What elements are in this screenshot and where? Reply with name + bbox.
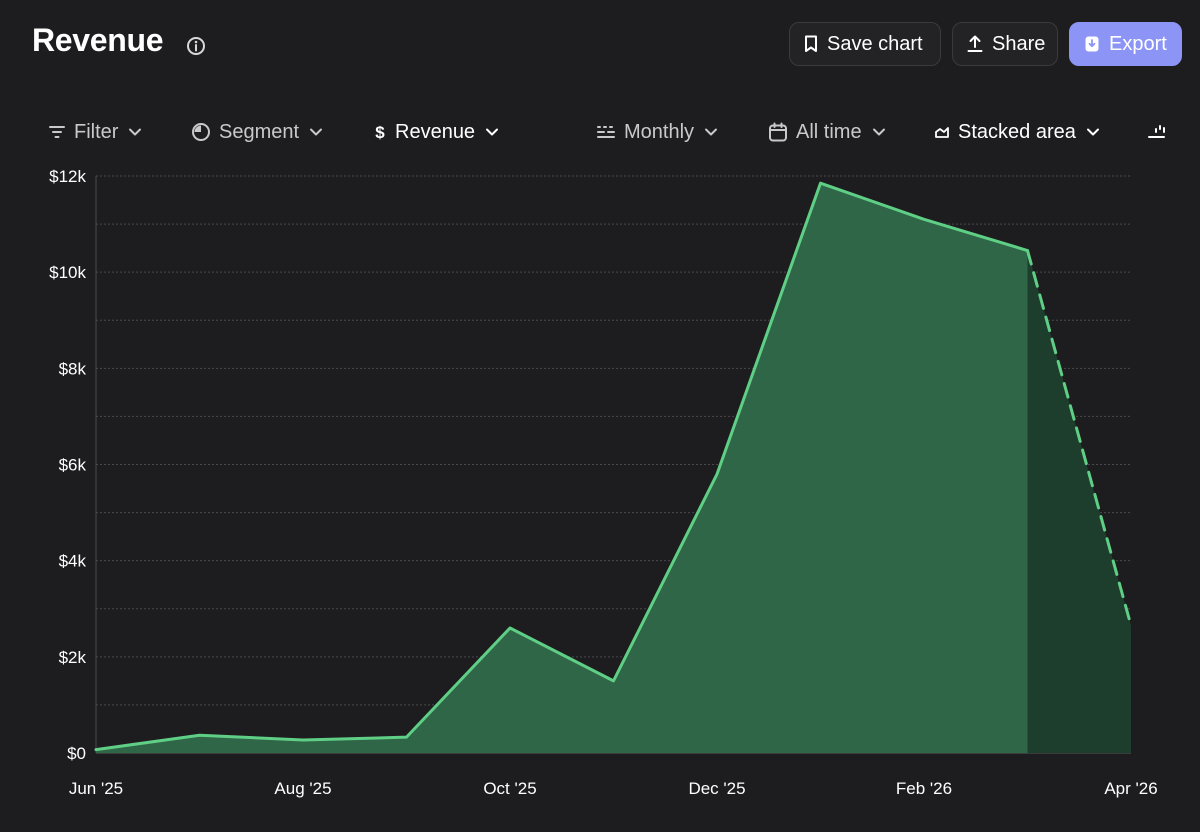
y-tick-label: $12k xyxy=(49,167,86,186)
chart-area: $0 $2k $4k $6k $8k $10k $12k Jun '25 Aug '25 Oct … xyxy=(0,160,1200,832)
save-chart-label: Save chart xyxy=(827,32,923,55)
chevron-down-icon xyxy=(704,127,718,137)
x-tick-label: Oct '25 xyxy=(483,779,536,798)
calendar-icon xyxy=(768,122,788,142)
x-tick-label: Apr '26 xyxy=(1104,779,1157,798)
revenue-chart: $0 $2k $4k $6k $8k $10k $12k Jun '25 Aug '25 Oct … xyxy=(49,167,1158,798)
pie-chart-icon xyxy=(191,122,211,142)
upload-icon xyxy=(967,35,983,52)
bookmark-icon xyxy=(805,35,817,52)
chart-toolbar: Filter Segment $ Revenue xyxy=(0,108,1200,156)
y-tick-label: $2k xyxy=(59,648,87,667)
projected-area xyxy=(1027,250,1131,753)
y-tick-label: $0 xyxy=(67,744,86,763)
y-tick-label: $10k xyxy=(49,263,86,282)
y-tick-label: $8k xyxy=(59,359,87,378)
date-range-dropdown[interactable]: All time xyxy=(768,118,886,146)
download-file-icon xyxy=(1085,36,1099,52)
header: Revenue Save chart Share xyxy=(0,0,1200,88)
y-tick-label: $6k xyxy=(59,456,87,475)
filter-icon xyxy=(48,124,66,140)
chevron-down-icon xyxy=(872,127,886,137)
chart-settings-button[interactable] xyxy=(1146,118,1174,146)
y-tick-label: $4k xyxy=(59,552,87,571)
projected-line xyxy=(1026,249,1133,628)
chart-type-dropdown[interactable]: Stacked area xyxy=(934,118,1100,146)
info-icon[interactable] xyxy=(186,36,206,56)
segment-dropdown[interactable]: Segment xyxy=(191,118,323,146)
x-tick-label: Jun '25 xyxy=(69,779,123,798)
series-area xyxy=(96,183,1028,753)
filter-dropdown[interactable]: Filter xyxy=(48,118,142,146)
share-button[interactable]: Share xyxy=(952,22,1058,66)
metric-label: Revenue xyxy=(395,120,476,143)
interval-label: Monthly xyxy=(624,120,695,143)
save-chart-button[interactable]: Save chart xyxy=(789,22,941,66)
x-tick-label: Aug '25 xyxy=(274,779,331,798)
page-title: Revenue xyxy=(32,22,164,58)
chevron-down-icon xyxy=(128,127,142,137)
dollar-icon: $ xyxy=(373,123,387,141)
series-line xyxy=(94,181,1029,752)
x-tick-label: Dec '25 xyxy=(688,779,745,798)
chart-type-label: Stacked area xyxy=(958,120,1076,143)
date-range-label: All time xyxy=(796,120,862,143)
filter-label: Filter xyxy=(74,120,119,143)
export-button[interactable]: Export xyxy=(1069,22,1182,66)
interval-icon xyxy=(596,124,616,140)
segment-label: Segment xyxy=(219,120,300,143)
x-tick-label: Feb '26 xyxy=(896,779,952,798)
interval-dropdown[interactable]: Monthly xyxy=(596,118,718,146)
metric-dropdown[interactable]: $ Revenue xyxy=(373,118,499,146)
chevron-down-icon xyxy=(309,127,323,137)
share-label: Share xyxy=(992,32,1046,55)
svg-text:$: $ xyxy=(375,123,385,141)
export-label: Export xyxy=(1109,32,1167,55)
area-chart-icon xyxy=(934,125,950,139)
bar-settings-icon xyxy=(1146,123,1166,141)
chevron-down-icon xyxy=(485,127,499,137)
chevron-down-icon xyxy=(1086,127,1100,137)
